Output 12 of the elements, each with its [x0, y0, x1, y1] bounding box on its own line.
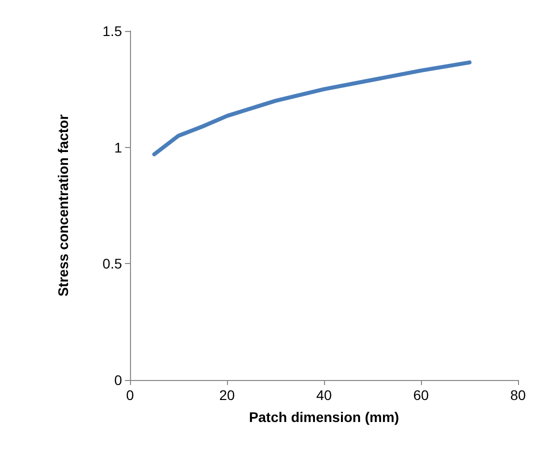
- x-axis-title: Patch dimension (mm): [248, 409, 400, 425]
- x-tick-label: 20: [219, 387, 235, 403]
- x-tick-label: 40: [316, 387, 332, 403]
- x-tick-label: 80: [510, 387, 526, 403]
- x-tick-label: 0: [126, 387, 134, 403]
- y-tick-label: 1.5: [102, 23, 122, 39]
- x-tick-label: 60: [413, 387, 429, 403]
- y-axis-title: Stress concentration factor: [55, 114, 71, 297]
- y-tick-label: 1: [114, 139, 122, 156]
- y-tick-label: 0: [114, 372, 122, 388]
- line-series: [152, 60, 472, 156]
- y-tick-label: 0.5: [102, 256, 122, 272]
